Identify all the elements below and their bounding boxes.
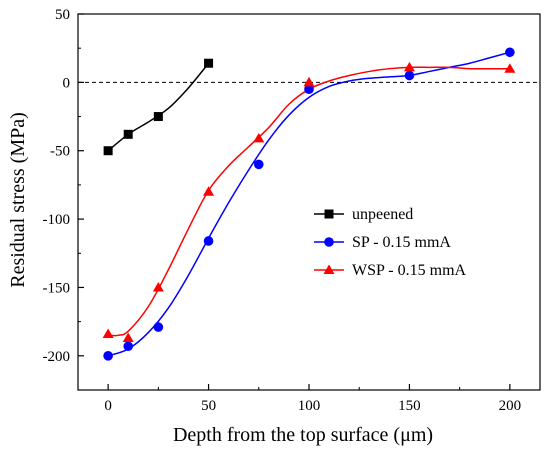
data-point-unpeened bbox=[204, 58, 214, 68]
y-tick-label: -200 bbox=[43, 349, 71, 365]
x-axis-title: Depth from the top surface (μm) bbox=[173, 424, 433, 446]
x-tick-label: 0 bbox=[104, 398, 112, 414]
y-tick-label: 50 bbox=[55, 7, 70, 23]
y-axis-title: Residual stress (MPa) bbox=[7, 112, 29, 288]
data-point-wsp bbox=[504, 63, 516, 73]
legend-marker-unpeened bbox=[324, 209, 334, 219]
legend: unpeened SP - 0.15 mmA WSP - 0.15 mmA bbox=[314, 206, 467, 279]
data-point-wsp bbox=[102, 328, 114, 338]
fit-curve-unpeened bbox=[107, 62, 210, 152]
x-tick-label: 200 bbox=[499, 398, 522, 414]
y-tick-label: -100 bbox=[43, 212, 71, 228]
y-tick-label: -50 bbox=[50, 144, 70, 160]
x-tick-label: 50 bbox=[201, 398, 216, 414]
legend-label-wsp: WSP - 0.15 mmA bbox=[352, 262, 467, 279]
legend-label-unpeened: unpeened bbox=[352, 206, 413, 223]
x-tick-label: 150 bbox=[398, 398, 421, 414]
data-point-wsp bbox=[122, 332, 134, 343]
x-tick-label: 100 bbox=[298, 398, 321, 414]
data-point-sp bbox=[505, 47, 515, 58]
data-point-sp bbox=[253, 159, 264, 170]
data-point-unpeened bbox=[153, 112, 163, 122]
data-point-unpeened bbox=[103, 146, 113, 156]
plot-layer: 0 50 100 150 200 50 0 -50 -100 -150 -200 bbox=[43, 7, 541, 414]
data-point-sp bbox=[123, 341, 134, 352]
legend-marker-sp bbox=[324, 237, 334, 247]
data-point-wsp bbox=[203, 186, 215, 196]
data-point-unpeened bbox=[123, 129, 133, 139]
data-point-sp bbox=[153, 322, 164, 332]
data-point-sp bbox=[404, 70, 415, 81]
y-tick-label: -150 bbox=[43, 280, 71, 296]
data-point-wsp bbox=[253, 132, 265, 143]
fit-curve-sp bbox=[107, 51, 511, 357]
data-point-wsp bbox=[403, 61, 415, 72]
data-point-sp bbox=[103, 351, 113, 361]
data-point-sp bbox=[203, 236, 214, 246]
legend-label-sp: SP - 0.15 mmA bbox=[352, 234, 451, 251]
data-point-wsp bbox=[303, 76, 315, 87]
y-tick-label: 0 bbox=[63, 75, 71, 91]
data-point-wsp bbox=[152, 281, 164, 292]
legend-marker-wsp bbox=[323, 264, 335, 274]
data-point-sp bbox=[304, 84, 314, 94]
